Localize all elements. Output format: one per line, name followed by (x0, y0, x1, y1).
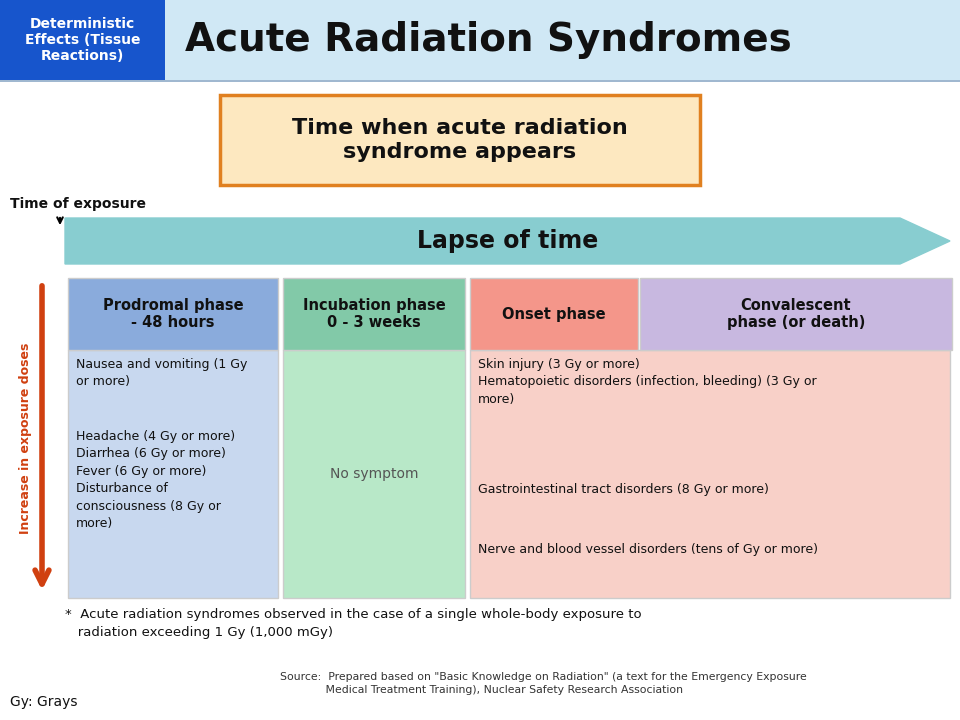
Text: Nerve and blood vessel disorders (tens of Gy or more): Nerve and blood vessel disorders (tens o… (478, 543, 818, 556)
Bar (283, 350, 465, 598)
Text: Convalescent
phase (or death): Convalescent phase (or death) (727, 298, 865, 330)
Bar (68, 278, 278, 350)
Text: Lapse of time: Lapse of time (417, 229, 598, 253)
Text: Gastrointestinal tract disorders (8 Gy or more): Gastrointestinal tract disorders (8 Gy o… (478, 483, 769, 496)
Text: Deterministic
Effects (Tissue
Reactions): Deterministic Effects (Tissue Reactions) (25, 17, 140, 63)
Text: Headache (4 Gy or more)
Diarrhea (6 Gy or more)
Fever (6 Gy or more)
Disturbance: Headache (4 Gy or more) Diarrhea (6 Gy o… (76, 430, 235, 531)
Bar (0, 80, 960, 82)
Bar (68, 350, 278, 598)
Text: Skin injury (3 Gy or more)
Hematopoietic disorders (infection, bleeding) (3 Gy o: Skin injury (3 Gy or more) Hematopoietic… (478, 358, 817, 406)
Text: Prodromal phase
- 48 hours: Prodromal phase - 48 hours (103, 298, 243, 330)
Bar (220, 95, 700, 185)
Bar (283, 278, 465, 350)
Text: Increase in exposure doses: Increase in exposure doses (19, 342, 33, 534)
Text: Gy: Grays: Gy: Grays (10, 695, 78, 709)
Bar (470, 350, 950, 598)
Text: *  Acute radiation syndromes observed in the case of a single whole-body exposur: * Acute radiation syndromes observed in … (65, 608, 641, 639)
Bar (0, 0, 165, 80)
Bar (470, 278, 638, 350)
Text: Acute Radiation Syndromes: Acute Radiation Syndromes (185, 21, 792, 59)
Polygon shape (65, 218, 950, 264)
Text: Incubation phase
0 - 3 weeks: Incubation phase 0 - 3 weeks (302, 298, 445, 330)
Text: Nausea and vomiting (1 Gy
or more): Nausea and vomiting (1 Gy or more) (76, 358, 248, 389)
Bar (0, 0, 960, 80)
Text: Time when acute radiation
syndrome appears: Time when acute radiation syndrome appea… (292, 118, 628, 161)
Text: Source:  Prepared based on "Basic Knowledge on Radiation" (a text for the Emerge: Source: Prepared based on "Basic Knowled… (280, 672, 806, 696)
Text: Time of exposure: Time of exposure (10, 197, 146, 211)
Text: No symptom: No symptom (329, 467, 419, 481)
Text: Onset phase: Onset phase (502, 307, 606, 322)
Bar (640, 278, 952, 350)
